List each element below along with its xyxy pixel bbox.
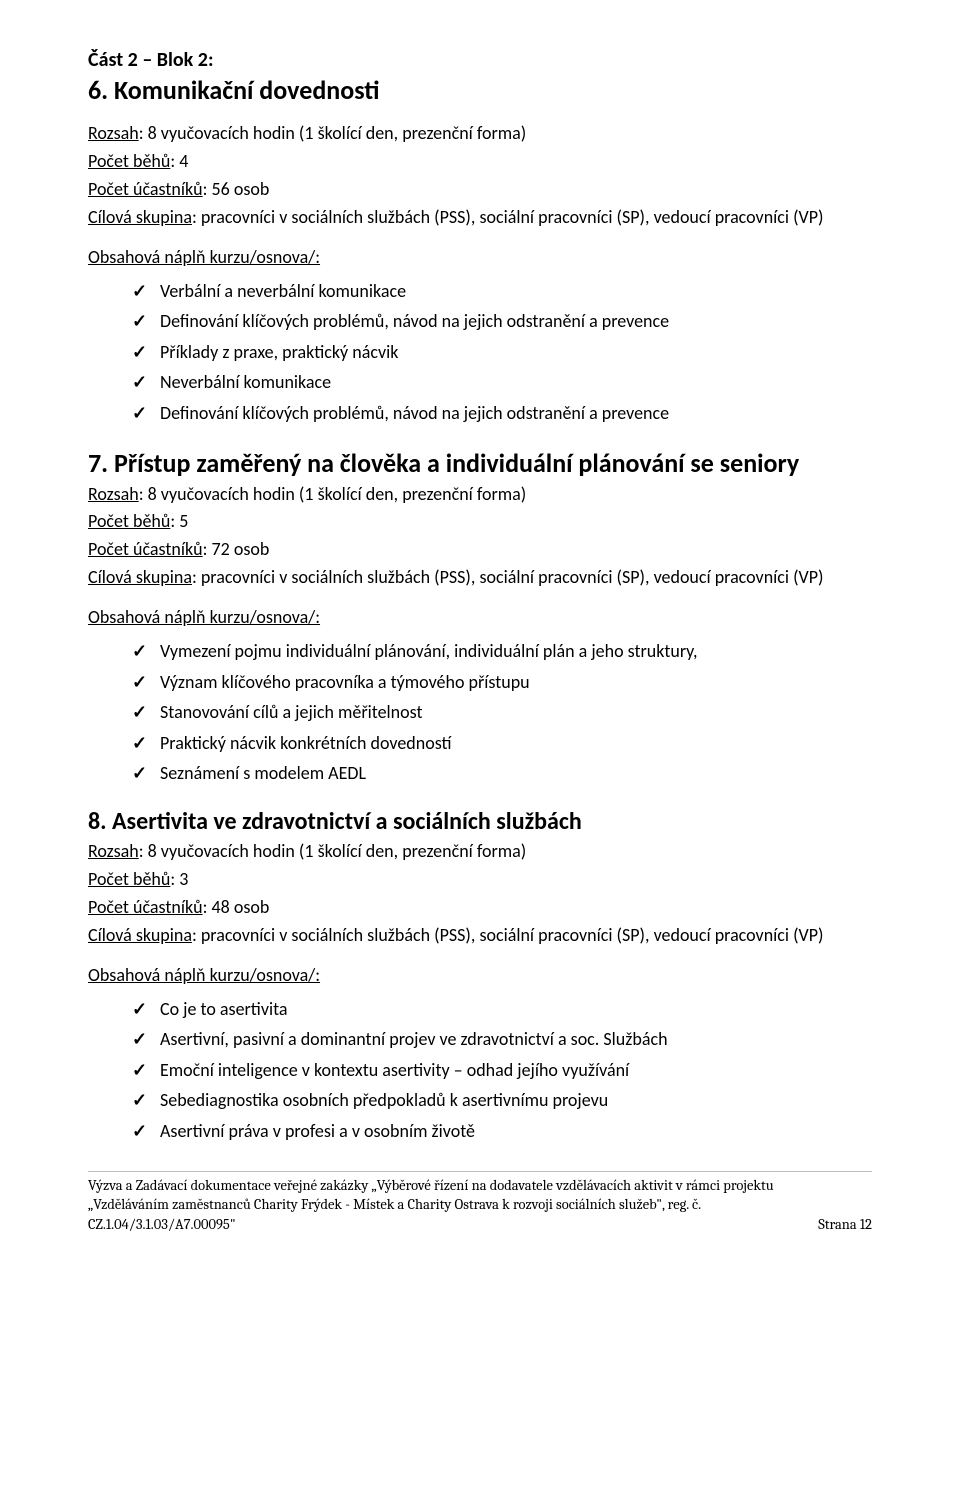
- target-value: : pracovníci v sociálních službách (PSS)…: [192, 206, 824, 228]
- scope-value: : 8 vyučovacích hodin (1 školící den, pr…: [139, 122, 527, 144]
- runs-label: Počet běhů: [88, 510, 170, 532]
- target-value: : pracovníci v sociálních službách (PSS)…: [192, 924, 824, 946]
- participants-label: Počet účastníků: [88, 538, 203, 560]
- section-title-7: 7. Přístup zaměřený na člověka a individ…: [88, 447, 872, 479]
- content-label-7: Obsahová náplň kurzu/osnova/:: [88, 606, 872, 628]
- list-item: Význam klíčového pracovníka a týmového p…: [132, 667, 872, 698]
- list-item: Neverbální komunikace: [132, 367, 872, 398]
- list-item: Emoční inteligence v kontextu asertivity…: [132, 1055, 872, 1086]
- target-value: : pracovníci v sociálních službách (PSS)…: [192, 566, 824, 588]
- content-label-6: Obsahová náplň kurzu/osnova/:: [88, 246, 872, 268]
- scope-field-8: Rozsah: 8 vyučovacích hodin (1 školící d…: [88, 838, 872, 866]
- participants-field-7: Počet účastníků: 72 osob: [88, 536, 872, 564]
- section-title-8: 8. Asertivita ve zdravotnictví a sociáln…: [88, 807, 872, 836]
- target-field-6: Cílová skupina: pracovníci v sociálních …: [88, 204, 872, 232]
- page-footer: Výzva a Zadávací dokumentace veřejné zak…: [88, 1171, 872, 1235]
- list-item: Co je to asertivita: [132, 994, 872, 1025]
- participants-field-8: Počet účastníků: 48 osob: [88, 894, 872, 922]
- part-heading: Část 2 – Blok 2:: [88, 48, 872, 72]
- scope-value: : 8 vyučovacích hodin (1 školící den, pr…: [139, 840, 527, 862]
- runs-field-6: Počet běhů: 4: [88, 148, 872, 176]
- content-list-6: Verbální a neverbální komunikace Definov…: [88, 276, 872, 429]
- list-item: Praktický nácvik konkrétních dovedností: [132, 728, 872, 759]
- participants-label: Počet účastníků: [88, 178, 203, 200]
- participants-field-6: Počet účastníků: 56 osob: [88, 176, 872, 204]
- content-list-8: Co je to asertivita Asertivní, pasivní a…: [88, 994, 872, 1147]
- runs-value: : 5: [170, 510, 188, 532]
- scope-label: Rozsah: [88, 483, 139, 505]
- scope-field-7: Rozsah: 8 vyučovacích hodin (1 školící d…: [88, 481, 872, 509]
- section-title-6: 6. Komunikační dovednosti: [88, 74, 872, 106]
- content-label-8: Obsahová náplň kurzu/osnova/:: [88, 964, 872, 986]
- list-item: Příklady z praxe, praktický nácvik: [132, 337, 872, 368]
- runs-label: Počet běhů: [88, 868, 170, 890]
- runs-field-8: Počet běhů: 3: [88, 866, 872, 894]
- scope-value: : 8 vyučovacích hodin (1 školící den, pr…: [139, 483, 527, 505]
- target-label: Cílová skupina: [88, 566, 192, 588]
- list-item: Definování klíčových problémů, návod na …: [132, 398, 872, 429]
- runs-value: : 3: [170, 868, 188, 890]
- list-item: Asertivní, pasivní a dominantní projev v…: [132, 1024, 872, 1055]
- list-item: Stanovování cílů a jejich měřitelnost: [132, 697, 872, 728]
- runs-label: Počet běhů: [88, 150, 170, 172]
- list-item: Seznámení s modelem AEDL: [132, 758, 872, 789]
- target-field-7: Cílová skupina: pracovníci v sociálních …: [88, 564, 872, 592]
- runs-field-7: Počet běhů: 5: [88, 508, 872, 536]
- list-item: Vymezení pojmu individuální plánování, i…: [132, 636, 872, 667]
- page: Část 2 – Blok 2: 6. Komunikační dovednos…: [0, 0, 960, 1264]
- list-item: Sebediagnostika osobních předpokladů k a…: [132, 1085, 872, 1116]
- target-field-8: Cílová skupina: pracovníci v sociálních …: [88, 922, 872, 950]
- target-label: Cílová skupina: [88, 206, 192, 228]
- participants-value: : 56 osob: [203, 178, 270, 200]
- scope-label: Rozsah: [88, 840, 139, 862]
- footer-page-number: Strana 12: [818, 1215, 872, 1235]
- participants-value: : 72 osob: [203, 538, 270, 560]
- list-item: Asertivní práva v profesi a v osobním ži…: [132, 1116, 872, 1147]
- scope-label: Rozsah: [88, 122, 139, 144]
- footer-text: Výzva a Zadávací dokumentace veřejné zak…: [88, 1176, 794, 1235]
- participants-label: Počet účastníků: [88, 896, 203, 918]
- list-item: Definování klíčových problémů, návod na …: [132, 306, 872, 337]
- runs-value: : 4: [170, 150, 188, 172]
- target-label: Cílová skupina: [88, 924, 192, 946]
- content-list-7: Vymezení pojmu individuální plánování, i…: [88, 636, 872, 789]
- list-item: Verbální a neverbální komunikace: [132, 276, 872, 307]
- scope-field-6: Rozsah: 8 vyučovacích hodin (1 školící d…: [88, 120, 872, 148]
- participants-value: : 48 osob: [203, 896, 270, 918]
